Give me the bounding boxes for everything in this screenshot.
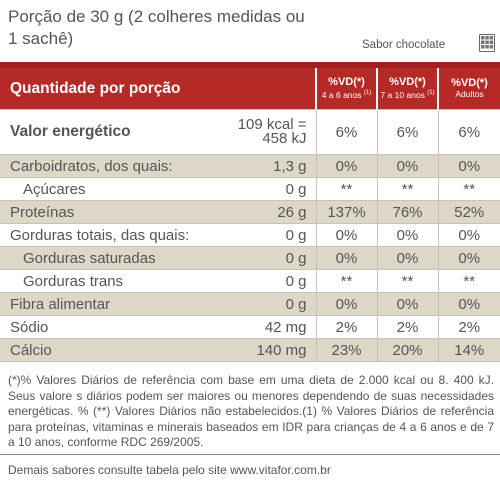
vd-value: 0%: [437, 154, 500, 178]
vd-value: 0%: [437, 223, 500, 247]
vd-value: **: [437, 177, 500, 201]
table-row: Gorduras saturadas 0 g 0% 0% 0%: [0, 246, 500, 270]
nutrient-quantity: 0 g: [214, 177, 317, 201]
vd-value: 20%: [376, 338, 439, 362]
nutrient-name: Gorduras saturadas: [0, 246, 214, 270]
vd-value: 6%: [376, 109, 439, 155]
vd-value: 6%: [315, 109, 378, 155]
table-row: Gorduras totais, das quais: 0 g 0% 0% 0%: [0, 223, 500, 247]
footer-text: Demais sabores consulte tabela pelo site…: [8, 463, 331, 477]
table-row: Açúcares 0 g ** ** **: [0, 177, 500, 201]
column-header-sub: 4 a 6 anos (1): [321, 89, 372, 100]
vd-value: 0%: [437, 246, 500, 270]
footer-divider: [0, 454, 500, 455]
table-header: Quantidade por porção %VD(*) 4 a 6 anos …: [0, 68, 500, 110]
table-row: Cálcio 140 mg 23% 20% 14%: [0, 338, 500, 362]
header-divider: [0, 62, 500, 68]
vd-value: 23%: [315, 338, 378, 362]
footnotes: (*)% Valores Diários de referência com b…: [8, 373, 494, 449]
vd-value: 0%: [437, 292, 500, 316]
vd-value: 0%: [315, 246, 378, 270]
vd-value: 2%: [315, 315, 378, 339]
vd-value: 0%: [315, 223, 378, 247]
column-header-7-10: %VD(*) 7 a 10 anos (1): [376, 68, 439, 110]
column-header-main: %VD(*): [451, 76, 488, 89]
table-row: Gorduras trans 0 g ** ** **: [0, 269, 500, 293]
nutrient-name: Gorduras trans: [0, 269, 214, 293]
nutrient-quantity: 1,3 g: [214, 154, 317, 178]
nutrient-name: Carboidratos, dos quais:: [0, 154, 214, 178]
nutrient-quantity: 0 g: [214, 269, 317, 293]
vd-value: 0%: [315, 292, 378, 316]
nutrient-quantity: 0 g: [214, 223, 317, 247]
nutrient-quantity: 0 g: [214, 292, 317, 316]
column-header-adults: %VD(*) Adultos: [437, 68, 500, 110]
table-header-title: Quantidade por porção: [0, 68, 317, 110]
vd-value: 0%: [376, 223, 439, 247]
vd-value: **: [437, 269, 500, 293]
vd-value: 14%: [437, 338, 500, 362]
nutrient-name: Gorduras totais, das quais:: [0, 223, 214, 247]
nutrition-table: Quantidade por porção %VD(*) 4 a 6 anos …: [0, 68, 500, 362]
nutrient-name: Açúcares: [0, 177, 214, 201]
vd-value: 0%: [315, 154, 378, 178]
nutrient-quantity: 26 g: [214, 200, 317, 224]
flavor-label: Sabor chocolate: [362, 39, 446, 51]
table-row: Valor energético 109 kcal = 458 kJ 6% 6% …: [0, 109, 500, 155]
column-header-main: %VD(*): [389, 75, 426, 88]
vd-value: **: [376, 177, 439, 201]
chocolate-bar-icon: [479, 34, 495, 52]
table-row: Sódio 42 mg 2% 2% 2%: [0, 315, 500, 339]
table-row: Proteínas 26 g 137% 76% 52%: [0, 200, 500, 224]
vd-value: 2%: [376, 315, 439, 339]
nutrient-name: Valor energético: [0, 109, 214, 155]
portion-text: Porção de 30 g (2 colheres medidas ou 1 …: [8, 7, 305, 48]
nutrient-name: Proteínas: [0, 200, 214, 224]
vd-value: 52%: [437, 200, 500, 224]
vd-value: 6%: [437, 109, 500, 155]
vd-value: 0%: [376, 154, 439, 178]
column-header-sub: Adultos: [455, 88, 484, 99]
vd-value: 2%: [437, 315, 500, 339]
nutrient-name: Sódio: [0, 315, 214, 339]
table-row: Fibra alimentar 0 g 0% 0% 0%: [0, 292, 500, 316]
table-row: Carboidratos, dos quais: 1,3 g 0% 0% 0%: [0, 154, 500, 178]
vd-value: **: [315, 269, 378, 293]
column-header-4-6: %VD(*) 4 a 6 anos (1): [315, 68, 378, 110]
vd-value: **: [376, 269, 439, 293]
nutrient-name: Fibra alimentar: [0, 292, 214, 316]
nutrient-quantity: 42 mg: [214, 315, 317, 339]
nutrient-quantity: 140 mg: [214, 338, 317, 362]
vd-value: 0%: [376, 292, 439, 316]
nutrient-quantity: 109 kcal = 458 kJ: [214, 109, 317, 155]
nutrient-name: Cálcio: [0, 338, 214, 362]
vd-value: 137%: [315, 200, 378, 224]
vd-value: **: [315, 177, 378, 201]
column-header-sub: 7 a 10 anos (1): [380, 89, 435, 100]
column-header-main: %VD(*): [328, 75, 365, 88]
vd-value: 0%: [376, 246, 439, 270]
nutrient-quantity: 0 g: [214, 246, 317, 270]
vd-value: 76%: [376, 200, 439, 224]
